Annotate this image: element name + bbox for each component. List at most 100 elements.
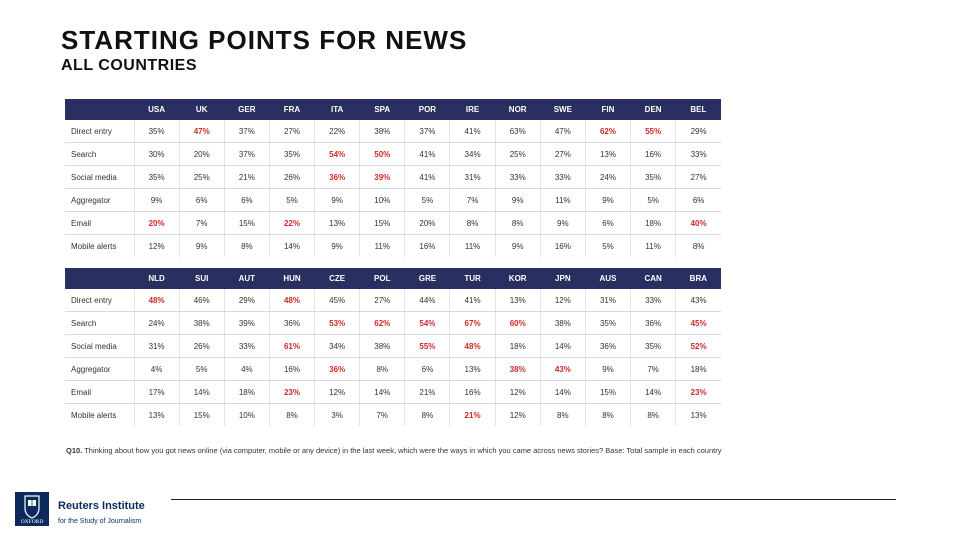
table-cell: 17%: [134, 380, 180, 404]
table-cell: 34%: [314, 334, 361, 358]
table-cell: 18%: [495, 334, 541, 358]
table-cell: 8%: [540, 403, 586, 426]
table-row: Mobile alerts 13% 15% 10% 8% 3% 7% 8% 21% 12% 8% 8%…: [65, 403, 721, 426]
table-cell: 35%: [630, 334, 677, 358]
table-row: Direct entry 48% 46% 29% 48% 45% 27% 44% 41% 13% 1…: [65, 289, 721, 312]
table-cell: 9%: [314, 234, 361, 257]
column-header: GER: [224, 99, 270, 120]
column-header: HUN: [269, 268, 315, 289]
table-row: Mobile alerts 12% 9% 8% 14% 9% 11% 16% 11% 9% 16% 5…: [65, 234, 721, 257]
row-label: Email: [65, 211, 135, 235]
starting-points-table-2: NLD SUI AUT HUN CZE POL GRE TUR KOR JPN AUS CAN BRA …: [65, 268, 721, 426]
table-cell: 24%: [134, 311, 180, 335]
table-cell: 18%: [224, 380, 270, 404]
table-cell: 14%: [359, 380, 406, 404]
table-cell: 67%: [449, 311, 496, 335]
table-cell: 45%: [314, 289, 361, 312]
table-cell: 9%: [495, 234, 541, 257]
table-cell: 30%: [134, 142, 180, 166]
starting-points-table-1: USA UK GER FRA ITA SPA POR IRE NOR SWE FIN DEN BEL D…: [65, 99, 721, 257]
column-header: BRA: [675, 268, 721, 289]
table-cell: 61%: [269, 334, 316, 358]
table-cell: 62%: [585, 120, 632, 143]
table-cell: 26%: [179, 334, 225, 358]
table-cell: 13%: [585, 142, 632, 166]
table-cell: 36%: [314, 165, 361, 189]
footnote-question-id: Q10.: [66, 446, 83, 455]
logo-name: Reuters Institute: [58, 500, 145, 512]
table-cell: 8%: [404, 403, 451, 426]
table-cell: 8%: [359, 357, 406, 381]
row-label: Mobile alerts: [65, 234, 135, 257]
table-cell: 9%: [540, 211, 586, 235]
table-cell: 41%: [404, 165, 451, 189]
table-cell: 48%: [449, 334, 496, 358]
table-cell: 6%: [179, 188, 225, 212]
column-header: DEN: [630, 99, 676, 120]
table-cell: 36%: [585, 334, 632, 358]
table-cell: 44%: [404, 289, 451, 312]
table-cell: 21%: [449, 403, 496, 426]
table-cell: 4%: [134, 357, 180, 381]
table-cell: 6%: [224, 188, 270, 212]
table-cell: 15%: [179, 403, 225, 426]
logo-tagline: for the Study of Journalism: [58, 518, 142, 525]
table-cell: 35%: [134, 120, 180, 143]
table-cell: 4%: [224, 357, 270, 381]
table-cell: 20%: [134, 211, 180, 235]
table-cell: 31%: [585, 289, 632, 312]
table-cell: 39%: [359, 165, 406, 189]
column-header: NOR: [495, 99, 541, 120]
column-header: SWE: [540, 99, 586, 120]
table-row: Social media 31% 26% 33% 61% 34% 38% 55% 48% 18% 1…: [65, 334, 721, 358]
table-cell: 8%: [585, 403, 632, 426]
table-cell: 36%: [630, 311, 677, 335]
table-cell: 12%: [495, 380, 541, 404]
table-cell: 8%: [630, 403, 677, 426]
column-header: POR: [404, 99, 450, 120]
column-header: AUT: [224, 268, 270, 289]
table-cell: 43%: [675, 289, 721, 312]
table-cell: 9%: [585, 188, 632, 212]
table-cell: 12%: [134, 234, 180, 257]
table-cell: 33%: [540, 165, 586, 189]
table-cell: 11%: [630, 234, 677, 257]
table-cell: 50%: [359, 142, 406, 166]
column-header: UK: [179, 99, 225, 120]
row-label: Social media: [65, 334, 135, 358]
row-label: Aggregator: [65, 188, 135, 212]
table-row: Social media 35% 25% 21% 26% 36% 39% 41% 31% 33% 3…: [65, 165, 721, 189]
table-cell: 14%: [179, 380, 225, 404]
row-label: Social media: [65, 165, 135, 189]
column-header: GRE: [404, 268, 450, 289]
table-cell: 29%: [675, 120, 721, 143]
table-cell: 5%: [585, 234, 632, 257]
table-cell: 53%: [314, 311, 361, 335]
table-cell: 13%: [449, 357, 496, 381]
table-cell: 18%: [630, 211, 677, 235]
slide-subtitle: ALL COUNTRIES: [61, 57, 197, 74]
table-cell: 41%: [449, 120, 496, 143]
table-row: Aggregator 4% 5% 4% 16% 36% 8% 6% 13% 38% 43% 9% 7% 1…: [65, 357, 721, 381]
table-cell: 14%: [269, 234, 316, 257]
table-header-row: USA UK GER FRA ITA SPA POR IRE NOR SWE FIN DEN BEL: [65, 99, 721, 120]
table-cell: 15%: [224, 211, 270, 235]
column-header: FRA: [269, 99, 315, 120]
column-header: SPA: [359, 99, 405, 120]
table-cell: 16%: [269, 357, 316, 381]
table-cell: 16%: [630, 142, 677, 166]
table-cell: 14%: [540, 334, 586, 358]
table-cell: 38%: [540, 311, 586, 335]
column-header: JPN: [540, 268, 586, 289]
table-cell: 37%: [224, 142, 270, 166]
table-cell: 9%: [314, 188, 361, 212]
column-header: TUR: [449, 268, 496, 289]
table-cell: 40%: [675, 211, 721, 235]
table-cell: 8%: [495, 211, 541, 235]
table-cell: 25%: [495, 142, 541, 166]
table-cell: 15%: [359, 211, 406, 235]
table-cell: 37%: [404, 120, 451, 143]
table-cell: 13%: [690, 410, 707, 420]
slide-title: STARTING POINTS FOR NEWS: [61, 25, 468, 55]
table-cell: 9%: [134, 188, 180, 212]
